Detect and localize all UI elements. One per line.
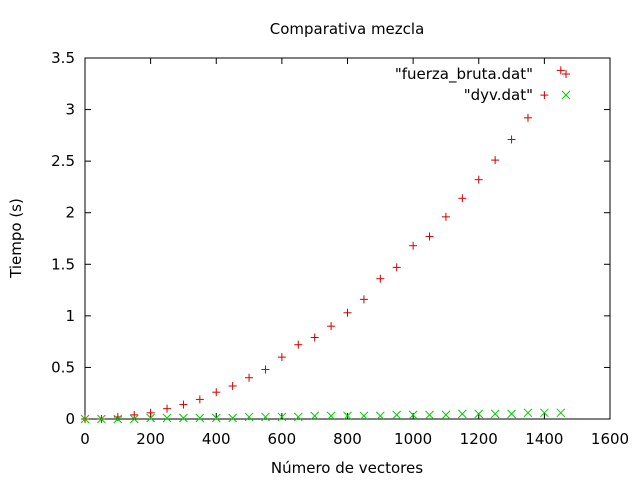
x-tick-label: 400 bbox=[202, 430, 231, 448]
data-point bbox=[556, 408, 566, 418]
plot-frame bbox=[84, 57, 611, 420]
data-point bbox=[162, 413, 172, 423]
data-point bbox=[261, 412, 270, 422]
legend: "fuerza_bruta.dat" "dyv.dat" bbox=[395, 65, 571, 104]
data-point bbox=[195, 395, 204, 404]
data-point bbox=[474, 175, 483, 184]
data-point bbox=[163, 404, 172, 413]
data-point bbox=[228, 381, 237, 390]
data-point bbox=[523, 408, 533, 418]
data-point bbox=[392, 263, 401, 272]
data-point bbox=[195, 413, 205, 423]
data-point bbox=[425, 410, 434, 420]
data-point bbox=[146, 408, 155, 417]
series-layer bbox=[80, 66, 566, 424]
data-point bbox=[392, 410, 402, 420]
data-point bbox=[245, 373, 254, 382]
y-tick-label: 3 bbox=[65, 101, 75, 119]
chart-title: Comparativa mezcla bbox=[270, 20, 425, 38]
data-point bbox=[359, 295, 368, 304]
data-point bbox=[294, 340, 303, 349]
data-point bbox=[425, 232, 434, 241]
x-tick-label: 600 bbox=[268, 430, 297, 448]
legend-marker bbox=[562, 70, 570, 78]
data-point bbox=[228, 413, 238, 423]
data-point bbox=[310, 333, 319, 342]
data-point bbox=[375, 411, 385, 421]
data-point bbox=[277, 353, 286, 362]
data-point bbox=[523, 113, 532, 122]
data-point bbox=[457, 409, 467, 419]
data-point bbox=[474, 409, 484, 419]
data-point bbox=[491, 156, 500, 165]
x-tick-label: 0 bbox=[80, 430, 90, 448]
legend-marker bbox=[561, 90, 571, 100]
data-point bbox=[277, 412, 287, 422]
x-tick-label: 1600 bbox=[591, 430, 629, 448]
data-point bbox=[97, 414, 106, 424]
legend-label: "fuerza_bruta.dat" bbox=[395, 65, 533, 84]
data-point bbox=[326, 411, 336, 421]
data-point bbox=[409, 241, 418, 250]
x-tick-label: 1000 bbox=[394, 430, 432, 448]
data-point bbox=[113, 414, 123, 424]
data-point bbox=[146, 413, 155, 423]
y-tick-label: 2 bbox=[65, 204, 75, 222]
y-tick-label: 3.5 bbox=[51, 49, 75, 67]
data-point bbox=[113, 412, 122, 421]
data-point bbox=[211, 413, 221, 423]
data-point bbox=[343, 411, 352, 421]
x-tick-label: 1400 bbox=[525, 430, 563, 448]
data-point bbox=[343, 308, 352, 317]
data-point bbox=[490, 409, 500, 419]
legend-label: "dyv.dat" bbox=[464, 86, 533, 104]
data-point bbox=[130, 410, 139, 419]
series-1 bbox=[81, 66, 565, 423]
y-tick-label: 1 bbox=[65, 307, 75, 325]
data-point bbox=[179, 413, 188, 423]
data-point bbox=[441, 410, 451, 420]
data-point bbox=[540, 408, 549, 418]
data-point bbox=[261, 365, 270, 374]
x-axis-label: Número de vectores bbox=[271, 459, 423, 477]
data-point bbox=[441, 212, 450, 221]
data-point bbox=[129, 414, 139, 424]
y-tick-label: 0 bbox=[65, 410, 75, 428]
data-point bbox=[179, 400, 188, 409]
x-tick-label: 200 bbox=[136, 430, 165, 448]
x-tick-label: 800 bbox=[333, 430, 362, 448]
y-tick-label: 0.5 bbox=[51, 358, 75, 376]
x-tick-label: 1200 bbox=[460, 430, 498, 448]
data-point bbox=[212, 388, 221, 397]
data-point bbox=[507, 409, 516, 419]
data-point bbox=[80, 414, 90, 424]
y-tick-label: 1.5 bbox=[51, 255, 75, 273]
y-axis-label: Tiempo (s) bbox=[7, 198, 25, 279]
data-point bbox=[244, 412, 254, 422]
y-axis: 0 0.5 1 1.5 2 2.5 3 3.5 bbox=[51, 49, 610, 428]
data-point bbox=[458, 194, 467, 203]
data-point bbox=[359, 411, 369, 421]
series-2 bbox=[80, 408, 566, 424]
data-point bbox=[507, 135, 516, 144]
data-point bbox=[408, 410, 418, 420]
data-point bbox=[540, 91, 549, 100]
data-point bbox=[327, 322, 336, 331]
x-axis: 0 200 400 600 800 1000 1200 1400 1600 bbox=[80, 58, 629, 448]
data-point bbox=[376, 274, 385, 283]
data-point bbox=[556, 66, 565, 75]
data-point bbox=[293, 412, 303, 422]
y-tick-label: 2.5 bbox=[51, 152, 75, 170]
data-point bbox=[310, 411, 320, 421]
